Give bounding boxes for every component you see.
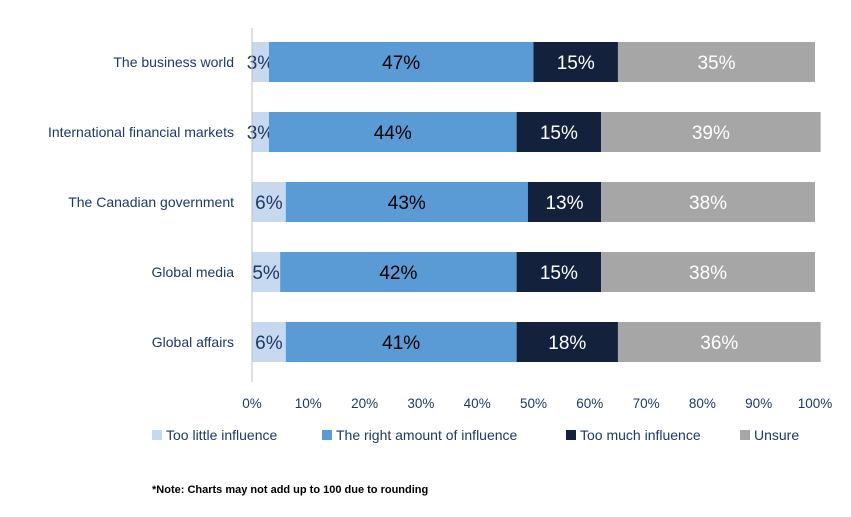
bar-segment-too-much-influence — [533, 42, 618, 82]
data-label: 13% — [545, 193, 583, 214]
legend-swatch — [322, 430, 332, 440]
data-label: 3% — [247, 123, 275, 144]
x-tick-label: 10% — [295, 396, 322, 411]
bar-segment-unsure — [601, 252, 815, 292]
category-label: The Canadian government — [68, 194, 234, 210]
legend-item-too-much-influence: Too much influence — [566, 427, 701, 443]
bar-segment-too-little-influence — [252, 252, 281, 292]
data-label: 6% — [255, 333, 283, 354]
x-tick-label: 100% — [798, 396, 833, 411]
data-label: 39% — [692, 123, 730, 144]
legend-swatch — [566, 430, 576, 440]
bar-row-the-canadian-government: 6% 43% 13% 38% — [252, 182, 815, 222]
bar-segment-unsure — [601, 182, 815, 222]
x-tick-label: 70% — [633, 396, 660, 411]
bar-segment-too-much-influence — [516, 322, 618, 362]
data-label: 15% — [540, 263, 578, 284]
bar-segment-the-right-amount-of-influence — [268, 42, 534, 82]
bar-segment-the-right-amount-of-influence — [285, 322, 517, 362]
bar-segment-unsure — [617, 322, 821, 362]
legend-label: Too much influence — [580, 427, 701, 443]
x-axis-tick-labels: 0% 10% 20% 30% 40% 50% 60% 70% 80% 90% 100% — [242, 396, 832, 411]
footnote: *Note: Charts may not add up to 100 due … — [152, 484, 428, 496]
bar-segment-too-much-influence — [527, 182, 602, 222]
x-tick-label: 50% — [520, 396, 547, 411]
data-label: 15% — [540, 123, 578, 144]
bar-row-the-business-world: 3% 47% 15% 35% — [247, 42, 815, 82]
bar-row-international-financial-markets: 3% 44% 15% 39% — [247, 112, 821, 152]
bar-row-global-affairs: 6% 41% 18% 36% — [252, 322, 821, 362]
category-labels: The business world International financia… — [48, 54, 234, 350]
legend-label: The right amount of influence — [336, 427, 518, 443]
legend-swatch — [152, 430, 162, 440]
data-label: 42% — [379, 263, 417, 284]
bar-segment-too-little-influence — [252, 182, 286, 222]
x-tick-label: 60% — [576, 396, 603, 411]
legend-label: Too little influence — [166, 427, 278, 443]
bar-row-global-media: 5% 42% 15% 38% — [252, 252, 815, 292]
bar-segment-unsure — [617, 42, 815, 82]
data-label: 47% — [382, 53, 420, 74]
category-label: International financial markets — [48, 124, 234, 140]
data-label: 6% — [255, 193, 283, 214]
bar-segment-too-little-influence — [252, 322, 286, 362]
data-label: 3% — [247, 53, 275, 74]
data-label: 5% — [252, 263, 280, 284]
data-label: 36% — [700, 333, 738, 354]
x-tick-label: 30% — [407, 396, 434, 411]
category-label: Global affairs — [152, 334, 234, 350]
x-tick-label: 90% — [745, 396, 772, 411]
x-tick-label: 80% — [689, 396, 716, 411]
bar-segment-too-little-influence — [252, 42, 269, 82]
data-label: 18% — [548, 333, 586, 354]
bars-layer: 3% 47% 15% 35% 3% 44% 15% 39% 6% 43% 13% 38% 5% 42% 15… — [247, 42, 821, 362]
data-label: 41% — [382, 333, 420, 354]
data-label: 38% — [689, 263, 727, 284]
bar-segment-too-little-influence — [252, 112, 269, 152]
data-label: 44% — [374, 123, 412, 144]
legend-swatch — [740, 430, 750, 440]
legend-item-too-little-influence: Too little influence — [152, 427, 278, 443]
bar-segment-too-much-influence — [516, 112, 602, 152]
category-label: The business world — [113, 54, 234, 70]
x-tick-label: 40% — [464, 396, 491, 411]
bar-segment-the-right-amount-of-influence — [280, 252, 517, 292]
legend: Too little influence The right amount of … — [152, 427, 799, 443]
data-label: 35% — [697, 53, 735, 74]
x-tick-label: 20% — [351, 396, 378, 411]
data-label: 38% — [689, 193, 727, 214]
data-label: 15% — [557, 53, 595, 74]
legend-item-the-right-amount-of-influence: The right amount of influence — [322, 427, 518, 443]
data-label: 43% — [388, 193, 426, 214]
legend-label: Unsure — [754, 427, 799, 443]
category-label: Global media — [152, 264, 235, 280]
legend-item-unsure: Unsure — [740, 427, 799, 443]
bar-segment-the-right-amount-of-influence — [268, 112, 517, 152]
bar-segment-the-right-amount-of-influence — [285, 182, 528, 222]
x-tick-label: 0% — [242, 396, 262, 411]
bar-segment-unsure — [601, 112, 821, 152]
bar-segment-too-much-influence — [516, 252, 602, 292]
